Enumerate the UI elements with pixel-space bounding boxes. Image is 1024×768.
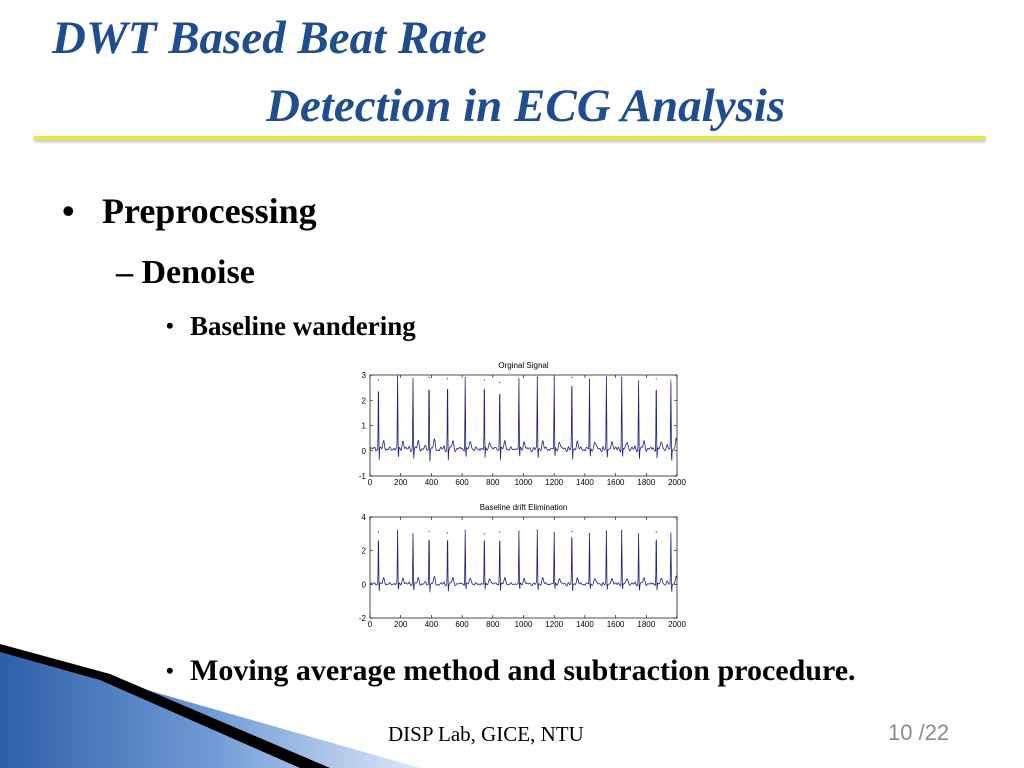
r-peak-point bbox=[499, 381, 501, 384]
r-peak-point bbox=[621, 376, 623, 379]
y-tick-label: -1 bbox=[359, 472, 367, 481]
x-tick-label: 400 bbox=[425, 478, 439, 487]
r-peak-point bbox=[638, 380, 640, 382]
r-peak-point bbox=[518, 378, 520, 380]
y-tick-label: 0 bbox=[362, 447, 367, 456]
ecg-series-line bbox=[369, 529, 678, 593]
x-tick-label: 800 bbox=[486, 478, 500, 487]
y-tick-label: -2 bbox=[359, 614, 367, 623]
r-peak-point bbox=[670, 532, 672, 534]
r-peak-point bbox=[412, 378, 414, 380]
chart-baseline-drift-svg: Baseline drift Elimination 0 200 400 600 800 1… bbox=[359, 503, 687, 629]
r-peak-point bbox=[536, 529, 538, 532]
plot-frame bbox=[369, 374, 678, 477]
bullet-baseline-text: Baseline wandering bbox=[190, 311, 416, 341]
y-tick-label: 1 bbox=[362, 422, 367, 431]
r-peak-point bbox=[553, 532, 555, 534]
x-tick-label: 1000 bbox=[515, 620, 533, 629]
r-peak-point bbox=[428, 530, 430, 532]
x-tick-label: 600 bbox=[455, 478, 469, 487]
x-tick-label: 1800 bbox=[637, 620, 655, 629]
r-peak-point bbox=[588, 379, 591, 381]
r-peak-point bbox=[412, 533, 414, 535]
r-peak-point bbox=[553, 378, 555, 380]
x-tick-label: 1400 bbox=[576, 620, 594, 629]
r-peak-point bbox=[638, 533, 640, 535]
x-tick-label: 0 bbox=[368, 620, 373, 629]
x-tick-label: 0 bbox=[368, 478, 373, 487]
x-tick-label: 200 bbox=[394, 478, 408, 487]
bullet-dot: • bbox=[166, 658, 174, 683]
r-peak-point bbox=[446, 532, 449, 534]
corner-black-stripe bbox=[0, 644, 330, 768]
corner-decoration bbox=[0, 644, 420, 768]
x-tick-label: 1600 bbox=[607, 620, 625, 629]
x-tick-label: 1200 bbox=[545, 478, 563, 487]
r-peak-point bbox=[536, 376, 538, 379]
chart-title: Baseline drift Elimination bbox=[480, 503, 568, 512]
bullet-dot: • bbox=[166, 313, 174, 338]
x-tick-label: 1200 bbox=[545, 620, 563, 629]
x-tick-label: 1400 bbox=[576, 478, 594, 487]
r-peak-point bbox=[670, 379, 672, 381]
bullet-moving-average-text: Moving average method and subtraction pr… bbox=[190, 654, 856, 687]
r-peak-point bbox=[397, 375, 399, 377]
r-peak-point bbox=[655, 378, 657, 380]
y-tick-label: 0 bbox=[362, 580, 367, 589]
r-peak-point bbox=[655, 531, 657, 533]
r-peak-point bbox=[518, 530, 520, 532]
r-peak-point bbox=[571, 530, 573, 532]
r-peak-point bbox=[464, 529, 466, 532]
x-tick-label: 1600 bbox=[607, 478, 625, 487]
r-peak-point bbox=[377, 531, 380, 533]
x-tick-label: 600 bbox=[455, 620, 469, 629]
bullet-denoise-text: Denoise bbox=[141, 254, 255, 291]
x-tick-label: 400 bbox=[425, 620, 439, 629]
footer-lab-name: DISP Lab, GICE, NTU bbox=[388, 722, 584, 746]
y-tick-label: 2 bbox=[362, 396, 367, 405]
r-peak-point bbox=[588, 533, 591, 535]
r-peak-point bbox=[499, 531, 501, 533]
slide-title-line-2: Detection in ECG Analysis bbox=[266, 80, 786, 132]
slide-title-line-1: DWT Based Beat Rate bbox=[52, 12, 487, 64]
r-peak-point bbox=[571, 376, 573, 379]
chart-title: Orginal Signal bbox=[498, 361, 548, 370]
bullet-denoise: – Denoise bbox=[116, 254, 255, 292]
ecg-series-line bbox=[369, 375, 678, 462]
x-tick-label: 800 bbox=[486, 620, 500, 629]
bullet-baseline-wandering: • Baseline wandering bbox=[166, 311, 416, 342]
page-number: 10 /22 bbox=[888, 720, 950, 745]
r-peak-point bbox=[397, 529, 399, 532]
chart-baseline-drift-elimination: Baseline drift Elimination 0 200 400 600 800 1… bbox=[348, 500, 693, 635]
bullet-preprocessing: • Preprocessing bbox=[62, 190, 317, 232]
r-peak-point bbox=[377, 379, 380, 381]
bullet-dash: – bbox=[116, 254, 133, 291]
r-peak-point bbox=[446, 378, 449, 380]
bullet-preprocessing-text: Preprocessing bbox=[102, 191, 317, 231]
x-tick-label: 1000 bbox=[515, 478, 533, 487]
y-tick-label: 3 bbox=[362, 371, 367, 380]
r-peak-point bbox=[621, 529, 623, 532]
r-peak-point bbox=[605, 531, 607, 533]
x-tick-label: 1800 bbox=[637, 478, 655, 487]
r-peak-point bbox=[605, 378, 607, 380]
r-peak-point bbox=[483, 379, 485, 381]
title-underline bbox=[34, 136, 986, 140]
bullet-dot: • bbox=[62, 191, 75, 231]
y-tick-label: 2 bbox=[362, 547, 367, 556]
x-tick-label: 2000 bbox=[668, 620, 686, 629]
chart-original-signal: Orginal Signal 0 200 400 600 800 1000 1200 1400 1… bbox=[348, 358, 693, 493]
x-tick-label: 200 bbox=[394, 620, 408, 629]
r-peak-point bbox=[428, 376, 430, 379]
chart-original-signal-svg: Orginal Signal 0 200 400 600 800 1000 1200 1400 1… bbox=[359, 361, 687, 487]
bullet-moving-average: • Moving average method and subtraction p… bbox=[166, 654, 856, 688]
r-peak-point bbox=[483, 533, 485, 535]
x-tick-label: 2000 bbox=[668, 478, 686, 487]
r-peak-point bbox=[464, 376, 466, 379]
y-tick-label: 4 bbox=[362, 513, 367, 522]
